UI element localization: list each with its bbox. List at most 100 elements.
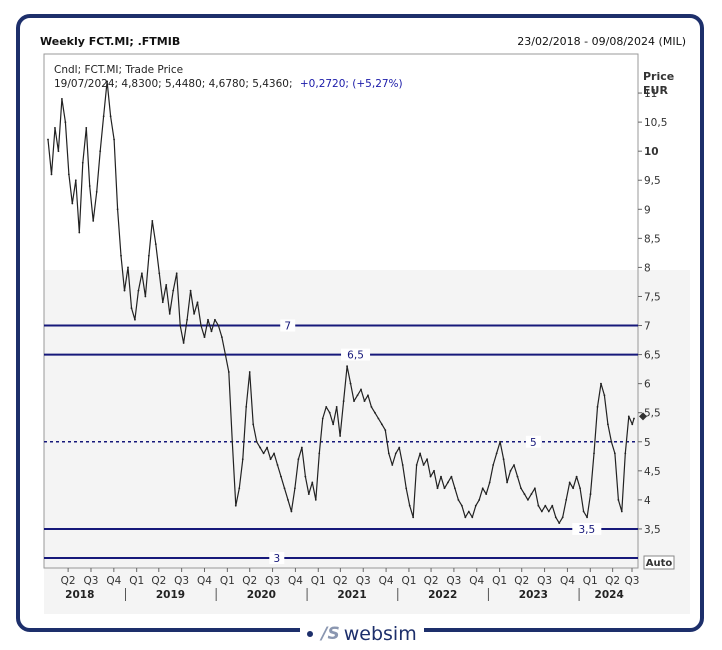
price-point-166 bbox=[624, 452, 627, 455]
x-quarter-label-22: Q4 bbox=[560, 575, 575, 587]
price-point-164 bbox=[617, 498, 620, 501]
price-point-98 bbox=[387, 452, 390, 455]
price-point-49 bbox=[217, 324, 220, 327]
last-price-marker bbox=[639, 412, 647, 421]
price-point-90 bbox=[360, 388, 362, 391]
price-point-5 bbox=[64, 121, 67, 124]
price-point-66 bbox=[276, 464, 279, 466]
price-point-26 bbox=[137, 289, 140, 292]
price-point-114 bbox=[443, 487, 446, 490]
price-point-95 bbox=[377, 417, 380, 420]
x-year-label-5: 2023 bbox=[519, 589, 548, 601]
price-point-1 bbox=[50, 173, 53, 176]
auto-scale-button[interactable]: Auto bbox=[643, 555, 675, 570]
price-point-158 bbox=[596, 405, 599, 408]
x-quarter-label-20: Q2 bbox=[514, 575, 529, 587]
x-quarter-label-15: Q1 bbox=[401, 575, 416, 587]
y-tick-label-1: 10,5 bbox=[644, 117, 667, 129]
reference-line-0[interactable]: 7 bbox=[44, 319, 638, 333]
price-point-91 bbox=[363, 400, 366, 402]
price-point-120 bbox=[464, 516, 467, 519]
x-quarter-label-23: Q1 bbox=[583, 575, 598, 587]
price-point-10 bbox=[81, 161, 84, 164]
price-point-168 bbox=[631, 423, 634, 426]
price-point-12 bbox=[88, 185, 91, 187]
price-point-149 bbox=[565, 498, 568, 501]
price-point-93 bbox=[370, 405, 373, 408]
price-point-167 bbox=[627, 415, 630, 418]
reference-line-label-4: 3 bbox=[273, 553, 280, 565]
price-point-141 bbox=[537, 504, 540, 507]
price-point-83 bbox=[335, 405, 338, 408]
price-point-43 bbox=[196, 301, 199, 304]
price-point-92 bbox=[367, 394, 369, 397]
price-point-132 bbox=[506, 481, 508, 484]
price-point-47 bbox=[210, 330, 213, 333]
reference-line-label-0: 7 bbox=[284, 321, 291, 333]
reference-line-3[interactable]: 3,5 bbox=[44, 522, 638, 536]
logo-dot-icon bbox=[307, 631, 314, 637]
y-tick-label-3: 9,5 bbox=[644, 175, 661, 187]
price-point-18 bbox=[109, 115, 112, 118]
price-point-138 bbox=[527, 498, 529, 501]
price-point-148 bbox=[561, 516, 564, 519]
price-point-144 bbox=[547, 510, 550, 513]
price-point-20 bbox=[116, 208, 119, 211]
x-quarter-label-16: Q2 bbox=[424, 575, 439, 587]
price-point-27 bbox=[140, 272, 143, 275]
price-point-130 bbox=[499, 440, 502, 443]
y-tick-label-11: 5,5 bbox=[644, 408, 661, 420]
y-tick-label-6: 8 bbox=[644, 262, 651, 274]
reference-line-1[interactable]: 6,5 bbox=[44, 348, 638, 362]
price-point-69 bbox=[287, 498, 289, 501]
price-point-123 bbox=[474, 504, 477, 507]
price-point-147 bbox=[558, 522, 561, 525]
price-point-36 bbox=[172, 289, 175, 292]
reference-line-2[interactable]: 5 bbox=[44, 435, 638, 449]
price-point-71 bbox=[294, 487, 296, 490]
price-point-63 bbox=[266, 446, 268, 449]
price-point-131 bbox=[502, 458, 505, 461]
x-quarter-label-5: Q3 bbox=[174, 575, 189, 587]
price-point-84 bbox=[339, 435, 342, 437]
price-point-156 bbox=[589, 493, 592, 495]
price-point-109 bbox=[426, 458, 428, 461]
x-quarter-label-25: Q3 bbox=[625, 575, 640, 587]
price-point-19 bbox=[113, 138, 115, 141]
price-point-23 bbox=[127, 266, 129, 269]
price-point-17 bbox=[106, 80, 109, 83]
x-quarter-label-21: Q3 bbox=[537, 575, 552, 587]
price-point-35 bbox=[168, 313, 171, 315]
price-point-139 bbox=[530, 493, 533, 495]
price-point-103 bbox=[405, 487, 408, 490]
x-quarter-label-19: Q1 bbox=[492, 575, 507, 587]
x-year-label-2: 2020 bbox=[247, 589, 276, 601]
price-point-39 bbox=[182, 342, 185, 344]
reference-line-label-1: 6,5 bbox=[347, 350, 364, 362]
plot-shade bbox=[44, 270, 638, 568]
reference-line-label-2: 5 bbox=[530, 437, 537, 449]
price-point-161 bbox=[607, 423, 609, 426]
price-point-112 bbox=[436, 487, 439, 490]
price-point-113 bbox=[440, 475, 442, 478]
price-point-0 bbox=[47, 138, 49, 141]
price-point-22 bbox=[123, 289, 126, 292]
price-point-85 bbox=[342, 400, 345, 402]
x-year-label-3: 2021 bbox=[337, 589, 366, 601]
x-quarter-label-9: Q3 bbox=[265, 575, 280, 587]
price-point-136 bbox=[520, 487, 522, 490]
price-point-126 bbox=[485, 493, 488, 495]
price-point-107 bbox=[419, 452, 422, 455]
chart-title: Weekly FCT.MI; .FTMIB bbox=[40, 35, 181, 48]
price-point-31 bbox=[154, 243, 157, 246]
right-shade bbox=[638, 270, 690, 568]
x-quarter-label-17: Q3 bbox=[446, 575, 461, 587]
price-point-111 bbox=[433, 469, 435, 472]
reference-line-4[interactable]: 3 bbox=[44, 552, 638, 565]
price-point-40 bbox=[186, 318, 189, 321]
x-quarter-label-13: Q3 bbox=[356, 575, 371, 587]
price-point-145 bbox=[551, 504, 554, 507]
price-point-70 bbox=[290, 510, 293, 513]
price-point-76 bbox=[311, 481, 314, 484]
